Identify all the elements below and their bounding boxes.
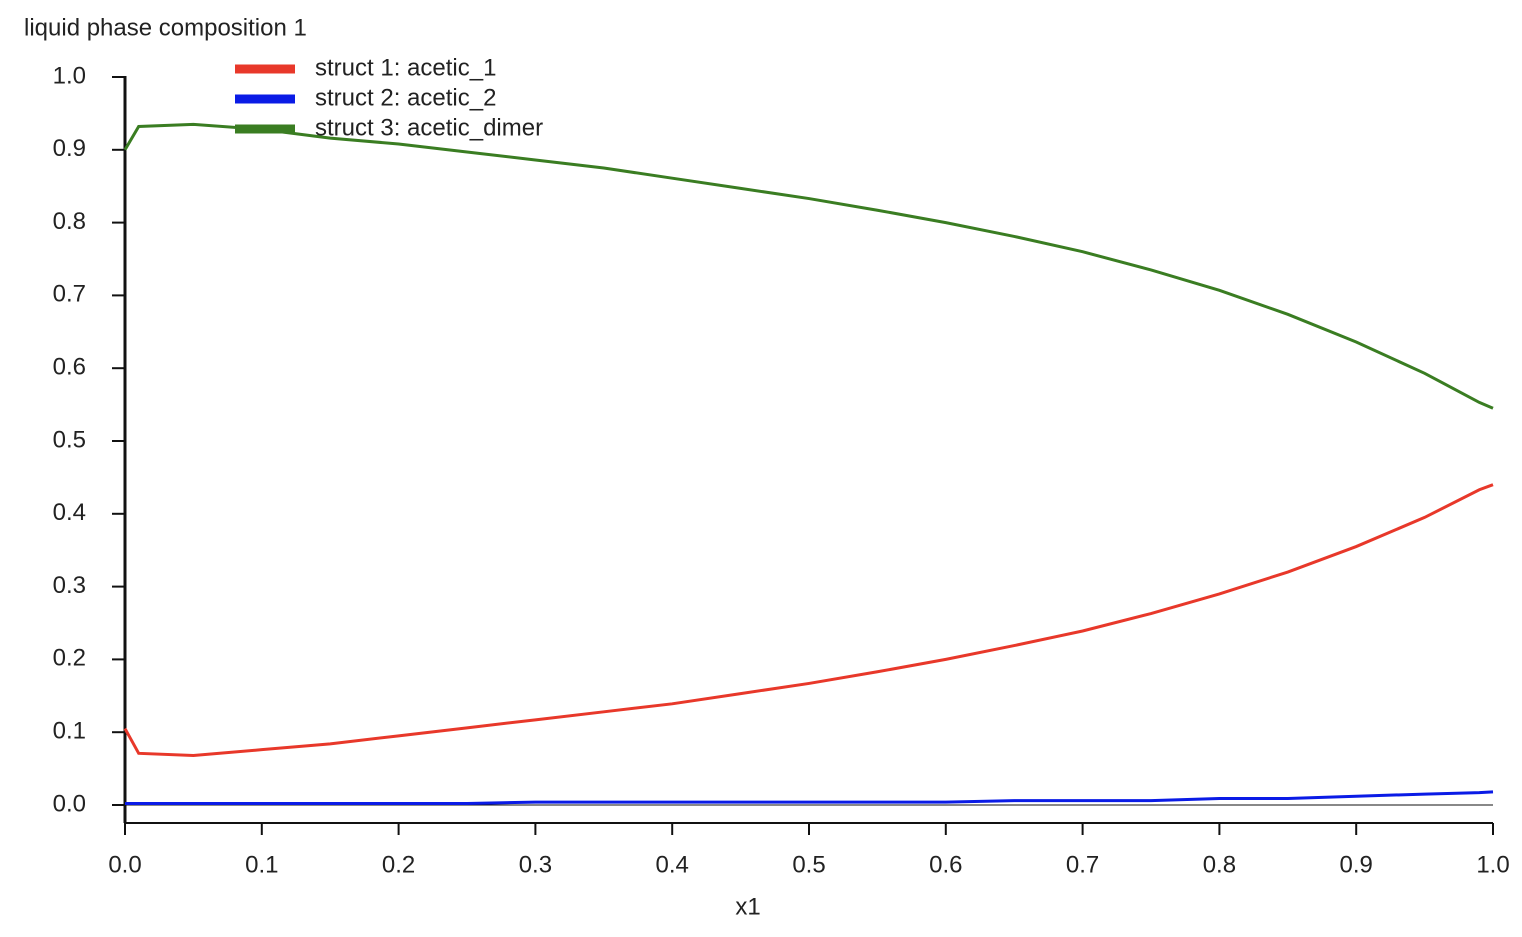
legend-label: struct 2: acetic_2	[315, 84, 496, 111]
x-tick-label: 0.1	[245, 851, 278, 878]
x-tick-label: 0.8	[1203, 851, 1236, 878]
series-line	[123, 122, 1494, 410]
x-tick-label: 0.9	[1340, 851, 1373, 878]
x-tick-label: 0.2	[382, 851, 415, 878]
x-tick-label: 0.4	[656, 851, 689, 878]
chart-title: liquid phase composition 1	[24, 14, 307, 41]
y-tick-label: 0.3	[53, 572, 86, 599]
y-tick-label: 0.9	[53, 135, 86, 162]
x-axis-label: x1	[735, 893, 760, 920]
y-tick-label: 0.0	[53, 790, 86, 817]
y-tick-label: 0.2	[53, 645, 86, 672]
legend-label: struct 3: acetic_dimer	[315, 114, 543, 141]
x-tick-label: 0.5	[792, 851, 825, 878]
x-tick-label: 1.0	[1476, 851, 1509, 878]
x-tick-label: 0.0	[108, 851, 141, 878]
x-tick-label: 0.7	[1066, 851, 1099, 878]
legend-label: struct 1: acetic_1	[315, 54, 496, 81]
series-line	[123, 483, 1494, 757]
y-tick-label: 1.0	[53, 62, 86, 89]
y-tick-label: 0.8	[53, 208, 86, 235]
x-tick-label: 0.6	[929, 851, 962, 878]
y-tick-label: 0.5	[53, 426, 86, 453]
y-tick-label: 0.1	[53, 718, 86, 745]
y-tick-label: 0.4	[53, 499, 86, 526]
y-tick-label: 0.6	[53, 354, 86, 381]
series-line	[125, 790, 1494, 806]
x-tick-label: 0.3	[519, 851, 552, 878]
y-tick-label: 0.7	[53, 281, 86, 308]
